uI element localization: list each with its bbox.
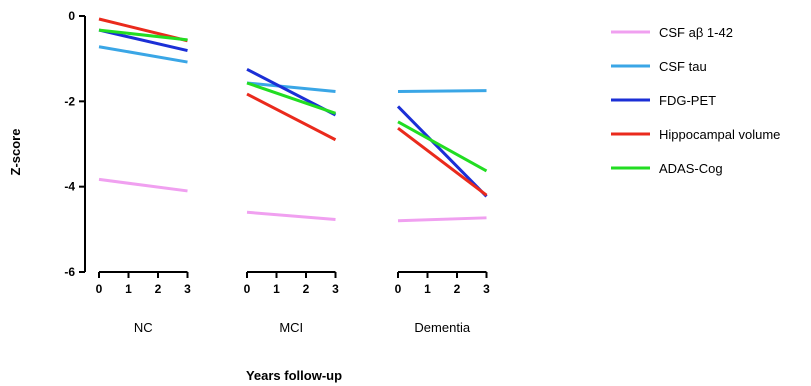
group-label: MCI <box>279 320 303 335</box>
series-line <box>397 89 487 94</box>
x-tick-label: 2 <box>303 282 310 296</box>
legend-label: ADAS-Cog <box>659 161 723 176</box>
x-tick-label: 0 <box>395 282 402 296</box>
series-line <box>246 81 336 115</box>
series-line <box>98 28 188 42</box>
series-line <box>397 120 488 173</box>
y-tick-label: 0 <box>68 9 75 23</box>
x-tick-label: 2 <box>155 282 162 296</box>
series-line <box>246 210 336 222</box>
axis-labels: Z-score Years follow-up 0 -2 -4 -6 0 1 2 3 NC 0 1 2… <box>8 9 490 383</box>
legend: CSF aβ 1-42 CSF tau FDG-PET Hippocampal vol… <box>611 25 780 176</box>
x-tick-label: 0 <box>96 282 103 296</box>
series-line <box>397 216 487 223</box>
series-lines <box>98 17 488 223</box>
group-label: NC <box>134 320 153 335</box>
series-line <box>98 45 188 64</box>
x-tick-label: 3 <box>332 282 339 296</box>
x-tick-label: 2 <box>454 282 461 296</box>
axes <box>79 15 488 278</box>
series-line <box>396 105 488 198</box>
legend-label: Hippocampal volume <box>659 127 780 142</box>
group-label: Dementia <box>414 320 470 335</box>
x-tick-label: 3 <box>184 282 191 296</box>
y-tick-label: -2 <box>64 94 75 108</box>
x-tick-label: 0 <box>244 282 251 296</box>
legend-label: CSF aβ 1-42 <box>659 25 733 40</box>
series-line <box>397 127 488 197</box>
x-tick-label: 3 <box>483 282 490 296</box>
x-tick-label: 1 <box>125 282 132 296</box>
y-tick-label: -6 <box>64 265 75 279</box>
series-line <box>246 81 336 94</box>
y-axis-title: Z-score <box>8 129 23 176</box>
series-line <box>98 28 188 53</box>
x-tick-label: 1 <box>424 282 431 296</box>
x-axis-title: Years follow-up <box>246 368 342 383</box>
y-tick-label: -4 <box>64 180 75 194</box>
x-tick-label: 1 <box>273 282 280 296</box>
series-line <box>98 177 188 193</box>
legend-label: FDG-PET <box>659 93 716 108</box>
series-line <box>246 92 337 142</box>
legend-label: CSF tau <box>659 59 707 74</box>
